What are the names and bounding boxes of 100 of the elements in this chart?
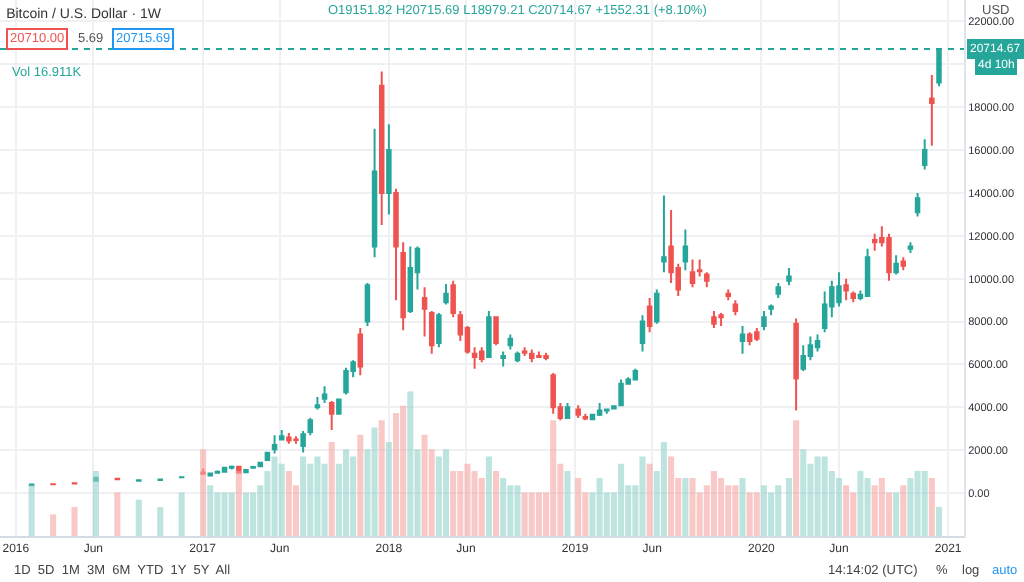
bar	[328, 441, 335, 536]
bar	[746, 492, 753, 536]
candlestick	[328, 399, 335, 431]
bar	[653, 470, 660, 536]
bar	[414, 449, 421, 536]
bar	[864, 478, 871, 536]
bar	[485, 456, 492, 536]
bar	[350, 456, 357, 536]
candlestick	[929, 74, 935, 147]
candlestick	[682, 228, 689, 272]
candlestick	[864, 247, 871, 298]
bar	[828, 470, 835, 536]
candlestick	[386, 123, 392, 216]
bar	[214, 492, 221, 536]
candlestick	[371, 127, 378, 259]
bar	[703, 485, 710, 536]
candlestick	[732, 299, 739, 317]
bar	[450, 470, 457, 536]
bar	[760, 485, 767, 536]
bar	[871, 485, 878, 536]
candlestick	[436, 312, 442, 349]
candlestick	[596, 402, 603, 416]
bar	[514, 485, 521, 536]
bar	[378, 420, 385, 536]
bar	[557, 463, 564, 536]
candlestick	[321, 385, 328, 405]
candlestick	[739, 324, 746, 355]
bar	[921, 470, 928, 536]
bar	[421, 434, 428, 536]
bar	[200, 449, 207, 536]
bar	[321, 463, 328, 536]
candlestick	[507, 333, 514, 351]
bar	[632, 485, 639, 536]
bar	[646, 463, 653, 536]
bar	[285, 470, 292, 536]
bar	[507, 485, 514, 536]
bar	[471, 470, 478, 536]
candlestick	[228, 464, 235, 471]
bar	[610, 492, 617, 536]
bar	[732, 485, 739, 536]
bar	[739, 478, 746, 536]
candlestick	[746, 331, 753, 347]
bar	[221, 492, 228, 536]
bar	[371, 427, 378, 536]
bar	[271, 456, 278, 536]
bar	[500, 478, 507, 536]
bar	[603, 492, 610, 536]
candlestick	[800, 344, 806, 372]
candlestick	[357, 327, 364, 377]
bar	[535, 492, 542, 536]
bar	[385, 441, 392, 536]
bar	[710, 470, 717, 536]
candlestick	[479, 346, 485, 364]
bar	[478, 478, 485, 536]
candlestick	[907, 241, 914, 254]
bar	[696, 492, 703, 536]
bar	[242, 492, 250, 536]
bar	[300, 456, 307, 536]
candlestick	[536, 350, 542, 360]
bar	[178, 492, 185, 536]
bar	[800, 449, 807, 536]
candlestick	[639, 314, 646, 353]
candlestick	[661, 194, 667, 274]
bar	[435, 456, 442, 536]
bar	[392, 412, 400, 536]
bar	[521, 492, 528, 536]
bar	[278, 463, 285, 536]
bar	[314, 456, 321, 536]
candlestick	[786, 267, 792, 287]
candlestick	[221, 466, 228, 473]
bar	[775, 485, 782, 536]
candlestick	[921, 138, 928, 171]
bar	[71, 507, 78, 536]
bar	[885, 492, 893, 536]
bar	[935, 507, 943, 536]
candlestick	[754, 327, 760, 342]
bar	[292, 485, 300, 536]
bar	[753, 492, 760, 536]
candlestick	[893, 254, 899, 276]
bar	[235, 470, 242, 536]
bar	[928, 478, 935, 536]
bar	[793, 420, 800, 536]
candlestick	[407, 245, 414, 315]
candlestick	[775, 282, 781, 300]
bar	[718, 478, 725, 536]
candlestick	[293, 435, 299, 445]
bar	[639, 456, 646, 536]
candlestick	[575, 404, 581, 420]
candlestick	[314, 396, 321, 411]
candlestick	[793, 317, 799, 412]
candlestick	[493, 315, 499, 347]
candlestick	[550, 372, 556, 415]
bar	[464, 463, 471, 536]
bar	[250, 492, 257, 536]
candlestick	[718, 312, 724, 327]
candlestick	[564, 402, 571, 420]
candlestick	[871, 232, 878, 252]
candlestick	[286, 432, 292, 445]
candlestick	[711, 309, 717, 330]
bar	[675, 478, 682, 536]
